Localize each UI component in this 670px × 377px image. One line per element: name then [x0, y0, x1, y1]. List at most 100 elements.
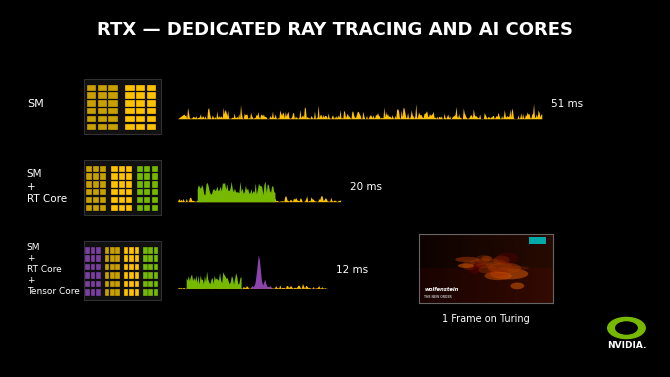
Bar	[136, 84, 145, 91]
Bar	[87, 124, 96, 130]
Bar	[126, 181, 132, 188]
Bar	[98, 116, 107, 122]
Bar	[126, 189, 132, 195]
Bar	[147, 92, 156, 99]
Ellipse shape	[498, 266, 529, 270]
Ellipse shape	[511, 282, 524, 289]
Bar	[96, 272, 100, 279]
Bar	[111, 205, 118, 211]
Bar	[93, 166, 99, 172]
Bar	[154, 247, 158, 254]
Bar	[137, 197, 143, 203]
Bar	[149, 256, 153, 262]
Bar	[135, 264, 139, 271]
Bar	[125, 116, 135, 122]
Bar	[129, 264, 134, 271]
Bar	[110, 247, 115, 254]
Bar	[90, 247, 95, 254]
Bar	[124, 247, 129, 254]
Bar	[129, 272, 134, 279]
Bar	[151, 173, 157, 180]
Bar	[144, 181, 151, 188]
Circle shape	[616, 322, 637, 334]
Ellipse shape	[478, 266, 497, 274]
Bar	[149, 272, 153, 279]
Bar	[111, 181, 118, 188]
Bar	[96, 247, 100, 254]
Text: NVIDIA.: NVIDIA.	[607, 341, 646, 350]
Bar	[136, 100, 145, 107]
Bar	[154, 264, 158, 271]
Bar	[86, 189, 92, 195]
Bar	[147, 116, 156, 122]
Bar	[87, 92, 96, 99]
Bar	[105, 272, 109, 279]
Bar	[154, 289, 158, 296]
Bar	[87, 84, 96, 91]
Bar	[151, 197, 157, 203]
Bar	[93, 181, 99, 188]
Bar	[125, 124, 135, 130]
Bar	[119, 197, 125, 203]
Bar	[135, 256, 139, 262]
Bar	[529, 237, 546, 244]
Bar	[85, 272, 90, 279]
Bar	[144, 197, 151, 203]
Ellipse shape	[473, 262, 486, 269]
Bar	[137, 181, 143, 188]
Bar	[100, 173, 107, 180]
Bar	[154, 272, 158, 279]
Bar	[115, 247, 120, 254]
Bar	[115, 280, 120, 287]
Bar	[143, 289, 147, 296]
Text: THE NEW ORDER: THE NEW ORDER	[424, 295, 452, 299]
Bar	[85, 247, 90, 254]
Bar	[135, 247, 139, 254]
Bar	[125, 108, 135, 114]
Bar	[129, 280, 134, 287]
Bar	[136, 108, 145, 114]
Bar	[100, 205, 107, 211]
Bar	[154, 280, 158, 287]
Bar	[124, 280, 129, 287]
Bar	[154, 256, 158, 262]
Bar	[147, 100, 156, 107]
Text: 12 ms: 12 ms	[336, 265, 368, 274]
Bar	[105, 289, 109, 296]
Bar	[87, 108, 96, 114]
Bar	[85, 264, 90, 271]
Bar	[84, 160, 161, 215]
Bar	[109, 84, 117, 91]
Bar	[93, 205, 99, 211]
Ellipse shape	[496, 253, 518, 264]
Bar	[126, 205, 132, 211]
Bar	[98, 84, 107, 91]
Bar	[111, 197, 118, 203]
Bar	[93, 173, 99, 180]
Bar	[125, 84, 135, 91]
Bar	[129, 289, 134, 296]
Bar	[143, 272, 147, 279]
Bar	[111, 189, 118, 195]
Bar	[85, 280, 90, 287]
Bar	[137, 173, 143, 180]
Bar	[137, 189, 143, 195]
Bar	[110, 256, 115, 262]
Bar	[136, 116, 145, 122]
Bar	[124, 272, 129, 279]
Bar	[129, 247, 134, 254]
Bar	[151, 205, 157, 211]
Bar	[119, 173, 125, 180]
Bar	[136, 124, 145, 130]
Text: SM: SM	[27, 99, 44, 109]
Bar	[96, 280, 100, 287]
Bar	[109, 100, 117, 107]
Bar	[85, 289, 90, 296]
Text: 20 ms: 20 ms	[350, 182, 382, 192]
Ellipse shape	[476, 255, 490, 264]
Bar	[149, 247, 153, 254]
Ellipse shape	[482, 256, 492, 261]
Bar	[100, 181, 107, 188]
Bar	[143, 264, 147, 271]
Bar	[96, 256, 100, 262]
